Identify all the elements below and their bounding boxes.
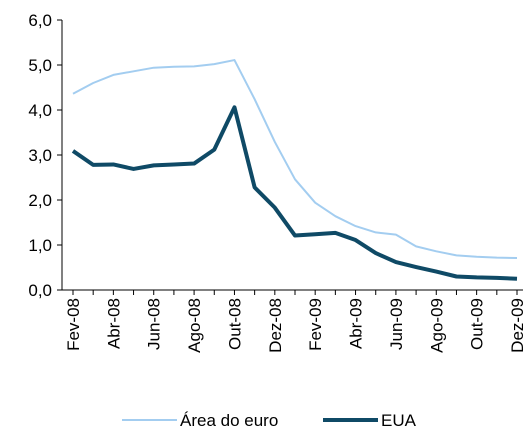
legend-label: EUA xyxy=(381,411,417,430)
x-tick-label: Dez-09 xyxy=(508,298,527,353)
y-tick-label: 6,0 xyxy=(28,11,52,30)
x-tick-label: Jun-08 xyxy=(145,298,164,350)
x-tick-label: Fev-08 xyxy=(64,298,83,351)
x-tick-label: Abr-09 xyxy=(347,298,366,349)
y-tick-label: 5,0 xyxy=(28,56,52,75)
x-tick-label: Out-08 xyxy=(225,298,244,350)
x-tick-label: Dez-08 xyxy=(266,298,285,353)
x-tick-label: Abr-08 xyxy=(104,298,123,349)
x-tick-label: Jun-09 xyxy=(387,298,406,350)
y-tick-label: 0,0 xyxy=(28,281,52,300)
x-tick-label: Out-09 xyxy=(468,298,487,350)
y-tick-label: 4,0 xyxy=(28,101,52,120)
x-tick-label: Ago-08 xyxy=(185,298,204,353)
series-line xyxy=(72,59,518,260)
x-tick-label: Fev-09 xyxy=(306,298,325,351)
y-tick-label: 1,0 xyxy=(28,236,52,255)
series-line xyxy=(71,105,518,281)
legend-label: Área do euro xyxy=(180,411,278,430)
x-tick-label: Ago-09 xyxy=(427,298,446,353)
y-tick-label: 2,0 xyxy=(28,191,52,210)
y-tick-label: 3,0 xyxy=(28,146,52,165)
